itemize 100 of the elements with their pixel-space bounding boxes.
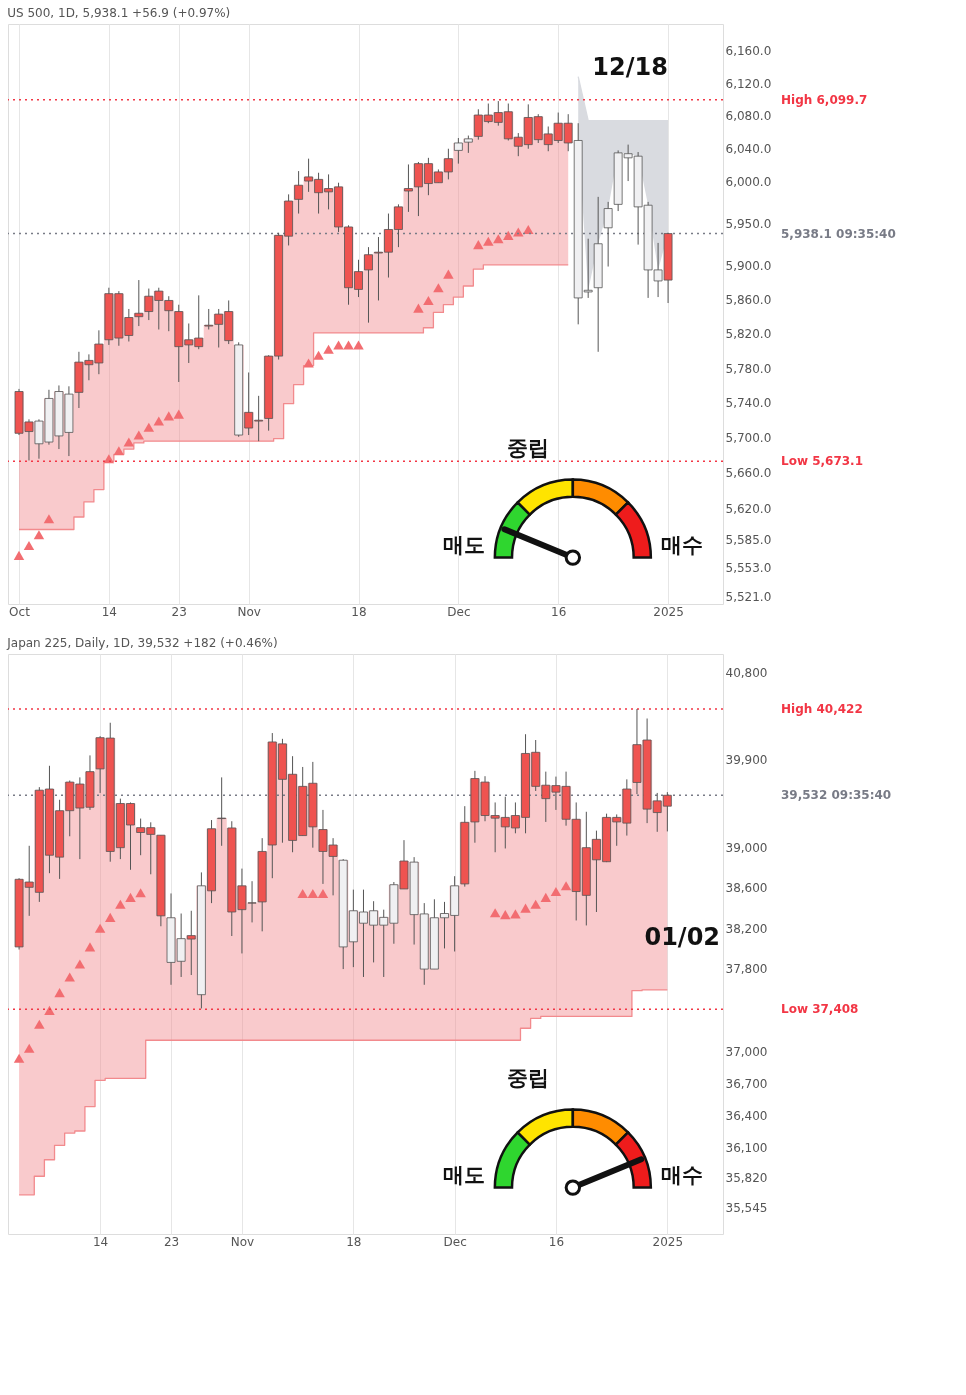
y-tick-label: 5,553.0: [725, 561, 772, 576]
x-tick-label: Dec: [443, 1234, 467, 1249]
point: [343, 340, 354, 350]
slice-label: 중립: [506, 1065, 549, 1090]
ref-line-label: 5,938.1 09:35:40: [781, 226, 896, 241]
y-tick-label: 6,160.0: [725, 44, 772, 59]
x-tick-label: 23: [171, 604, 187, 619]
y-tick-label: 5,740.0: [725, 396, 772, 411]
point: [115, 899, 126, 909]
point: [84, 942, 96, 952]
point: [43, 514, 55, 524]
y-tick-label: 35,820: [725, 1170, 768, 1185]
candlestick: [204, 308, 214, 330]
x-tick-label: 18: [346, 1234, 362, 1249]
point: [113, 446, 125, 456]
point: [503, 230, 514, 240]
x-tick-label: 14: [101, 604, 117, 619]
annotation: 01/02: [644, 923, 721, 952]
candlestick: [404, 163, 413, 213]
y-tick-label: 5,521.0: [725, 590, 772, 605]
point: [473, 240, 484, 250]
point: [317, 888, 329, 898]
y-tick-label: 38,600: [725, 881, 768, 896]
y-tick-label: 37,800: [725, 962, 768, 977]
ref-line-label: High 40,422: [781, 702, 863, 717]
point: [540, 892, 552, 902]
x-tick-label: Oct: [9, 604, 31, 619]
point: [94, 923, 106, 933]
x-tick-label: 2025: [652, 1234, 684, 1249]
point: [13, 1053, 25, 1063]
point: [550, 887, 562, 897]
x-tick-label: 14: [92, 1234, 109, 1249]
point: [333, 340, 344, 350]
y-tick-label: 5,950.0: [725, 217, 772, 232]
point: [34, 1019, 45, 1029]
point: [23, 541, 35, 551]
point: [23, 1043, 35, 1053]
point: [54, 988, 65, 998]
x-tick-label: Nov: [230, 1234, 255, 1249]
point: [423, 295, 434, 305]
point: [353, 340, 364, 350]
point: [303, 358, 314, 368]
y-tick-label: 36,400: [725, 1108, 768, 1123]
y-tick-label: 6,040.0: [725, 142, 772, 157]
ref-line-label: Low 5,673.1: [781, 454, 864, 469]
x-tick-label: 16: [551, 604, 567, 619]
point: [483, 236, 494, 246]
y-tick-label: 40,800: [725, 666, 768, 681]
x-tick-label: 2025: [653, 604, 684, 619]
chart-title: Japan 225, Daily, 1D, 39,532 +182 (+0.46%): [6, 636, 278, 650]
point: [64, 972, 75, 982]
y-tick-label: 5,820.0: [725, 327, 772, 342]
slice-label: 매도: [442, 532, 485, 557]
point: [163, 411, 175, 421]
y-tick-label: 5,585.0: [725, 532, 772, 547]
candlestick: [217, 776, 227, 847]
point: [520, 903, 531, 913]
y-tick-label: 36,100: [725, 1140, 768, 1155]
point: [560, 881, 572, 891]
slice-label: 매수: [660, 532, 703, 557]
ref-line-label: 39,532 09:35:40: [781, 788, 892, 803]
point: [513, 227, 524, 237]
y-tick-label: 5,620.0: [725, 501, 772, 516]
ref-line-label: Low 37,408: [781, 1002, 859, 1017]
y-tick-label: 5,660.0: [725, 466, 772, 481]
point: [125, 892, 136, 902]
point: [143, 422, 155, 432]
y-tick-label: 37,000: [725, 1045, 768, 1060]
x-tick-label: Dec: [447, 604, 471, 619]
y-tick-label: 5,860.0: [725, 293, 772, 308]
point: [297, 888, 308, 898]
y-tick-label: 5,900.0: [725, 259, 772, 274]
y-tick-label: 39,000: [725, 841, 768, 856]
y-tick-label: 6,000.0: [725, 175, 772, 190]
y-tick-label: 6,080.0: [725, 109, 772, 124]
point: [489, 908, 501, 918]
point: [413, 303, 424, 313]
point: [530, 899, 541, 909]
point: [13, 550, 25, 560]
x-tick-label: 18: [351, 604, 367, 619]
chart-title: US 500, 1D, 5,938.1 +56.9 (+0.97%): [7, 6, 231, 20]
point: [135, 888, 146, 898]
point: [493, 234, 504, 244]
candlestick: [603, 201, 613, 268]
point: [105, 912, 116, 922]
point: [307, 888, 319, 898]
point: [500, 910, 511, 920]
x-tick-label: 16: [548, 1234, 565, 1249]
slice-label: 매도: [442, 1162, 485, 1187]
point: [153, 416, 165, 426]
point: [74, 959, 86, 969]
point: [173, 409, 185, 419]
point: [323, 344, 334, 354]
candlestick: [134, 279, 144, 327]
point: [443, 269, 454, 279]
y-tick-label: 39,900: [725, 752, 768, 767]
slice-label: 중립: [506, 435, 549, 460]
y-tick-label: 36,700: [725, 1076, 768, 1091]
point: [33, 530, 45, 540]
x-tick-label: Nov: [237, 604, 261, 619]
